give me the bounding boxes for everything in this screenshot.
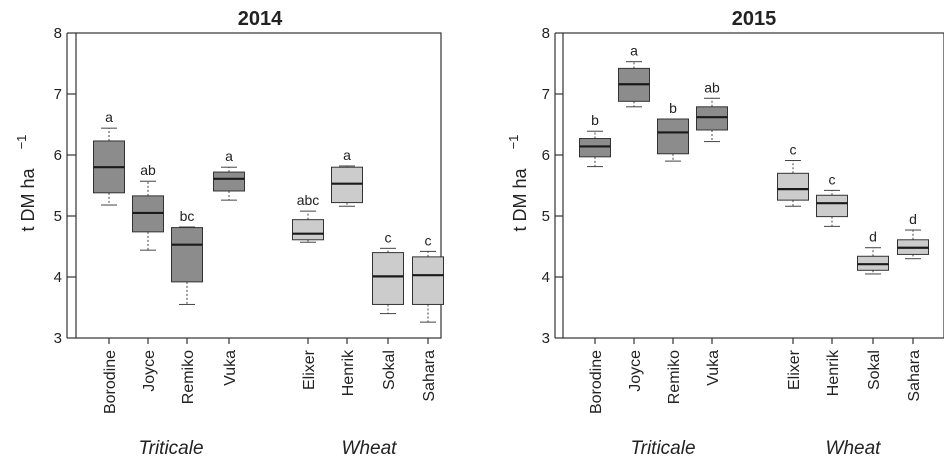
significance-letter: bc	[180, 208, 195, 224]
significance-letter: d	[909, 211, 917, 227]
x-tick-label: Vuka	[222, 350, 239, 386]
y-tick-label: 6	[54, 147, 62, 164]
y-tick-label: 6	[542, 147, 550, 164]
x-tick-label: Sokal	[866, 350, 883, 390]
y-tick-label: 7	[542, 86, 550, 103]
box	[372, 252, 404, 305]
box	[816, 194, 848, 218]
x-tick-label: Elixer	[301, 349, 318, 390]
x-tick-label: Remiko	[180, 350, 197, 404]
group-label: Triticale	[630, 438, 695, 459]
significance-letter: ab	[140, 162, 156, 178]
significance-letter: c	[790, 141, 797, 157]
box	[292, 219, 324, 241]
y-axis-title: t DM ha −1	[506, 135, 530, 232]
x-tick-label: Sokal	[381, 350, 398, 390]
box	[213, 171, 245, 192]
x-tick-label: Sahara	[421, 350, 438, 402]
significance-letter: c	[829, 171, 836, 187]
group-label: Wheat	[826, 438, 882, 459]
box	[696, 106, 728, 131]
box	[331, 166, 363, 204]
significance-letter: a	[225, 148, 233, 164]
box	[171, 227, 203, 283]
significance-letter: b	[669, 100, 677, 116]
x-tick-label: Borodine	[102, 350, 119, 414]
x-tick-label: Sahara	[906, 350, 923, 402]
plot-frame	[75, 32, 442, 339]
y-tick-label: 8	[542, 25, 550, 42]
y-tick-label: 4	[54, 269, 62, 286]
y-tick-label: 7	[54, 86, 62, 103]
box	[579, 138, 611, 158]
x-tick-label: Remiko	[666, 350, 683, 404]
significance-letter: a	[343, 147, 351, 163]
x-tick-label: Joyce	[141, 350, 158, 392]
x-tick-label: Elixer	[786, 349, 803, 390]
panel-2014: 2014 3 4 5 6 7 8 t DM ha −1 a Borodine ab Joyce bc Rem…	[14, 8, 444, 459]
chart-title: 2014	[238, 8, 283, 30]
chart-title: 2015	[732, 8, 777, 30]
x-tick-label: Vuka	[705, 350, 722, 386]
x-tick-label: Henrik	[825, 349, 842, 396]
y-axis-label-superscript: −1	[14, 135, 29, 150]
y-tick-label: 5	[54, 208, 62, 225]
y-tick-label: 5	[542, 208, 550, 225]
panel-2015: 2015 3 4 5 6 7 8 t DM ha −1 b Borodine a Joyce b Remik…	[506, 8, 944, 459]
significance-letter: d	[869, 229, 877, 245]
group-label: Wheat	[342, 438, 398, 459]
significance-letter: c	[425, 232, 432, 248]
plot-frame	[562, 32, 944, 339]
group-label: Triticale	[138, 438, 203, 459]
y-axis-title: t DM ha −1	[14, 135, 38, 232]
significance-letter: a	[105, 109, 113, 125]
y-axis-label: t DM ha	[18, 168, 38, 232]
x-tick-label: Joyce	[627, 350, 644, 392]
box	[412, 256, 444, 305]
significance-letter: b	[591, 112, 599, 128]
y-tick-label: 4	[542, 269, 550, 286]
significance-letter: a	[630, 43, 638, 59]
y-tick-label: 3	[54, 330, 62, 347]
y-tick-label: 8	[54, 25, 62, 42]
x-tick-label: Henrik	[340, 349, 357, 396]
significance-letter: abc	[297, 192, 320, 208]
significance-letter: ab	[704, 79, 720, 95]
y-tick-label: 3	[542, 330, 550, 347]
x-tick-label: Borodine	[588, 350, 605, 414]
significance-letter: c	[385, 229, 392, 245]
box	[777, 172, 809, 201]
y-axis-label-superscript: −1	[506, 135, 521, 150]
box	[657, 118, 689, 155]
y-axis-label: t DM ha	[510, 168, 530, 232]
